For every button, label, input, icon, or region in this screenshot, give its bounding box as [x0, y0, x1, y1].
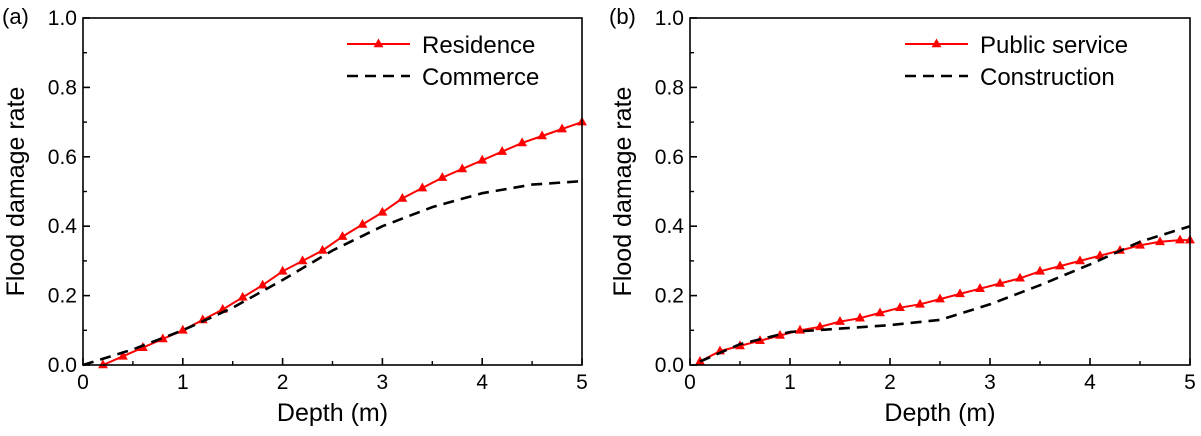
- y-tick-label: 0.6: [48, 146, 77, 169]
- data-point: [855, 312, 865, 322]
- y-tick-label: 0.2: [48, 285, 77, 308]
- series-line-residence: [102, 121, 583, 366]
- y-tick-label: 0.2: [655, 285, 684, 308]
- data-point: [297, 255, 308, 265]
- data-point: [815, 321, 825, 331]
- data-point: [557, 123, 567, 133]
- data-point: [377, 206, 388, 216]
- data-point: [1015, 272, 1025, 282]
- data-point: [337, 231, 348, 240]
- y-tick-label: 0.4: [655, 215, 685, 238]
- data-point: [955, 288, 965, 298]
- panel-label: (b): [609, 4, 636, 29]
- data-point: [317, 244, 328, 254]
- data-point: [875, 307, 885, 317]
- data-point: [795, 324, 805, 334]
- data-point: [357, 218, 368, 228]
- y-axis-title: Flood damage rate: [609, 87, 637, 297]
- data-point: [517, 137, 528, 147]
- data-point: [1135, 239, 1145, 249]
- data-point: [975, 283, 985, 292]
- x-tick-label: 5: [1184, 371, 1196, 394]
- y-tick-label: 0.0: [48, 354, 77, 377]
- data-point: [257, 279, 268, 289]
- data-point: [177, 324, 188, 334]
- x-tick-label: 0: [684, 371, 696, 394]
- x-tick-label: 4: [1084, 371, 1096, 394]
- data-point: [397, 192, 408, 202]
- legend-marker: [373, 38, 384, 48]
- data-point: [895, 302, 905, 312]
- data-point: [995, 277, 1005, 287]
- x-axis-title: Depth (m): [277, 399, 388, 427]
- chart-panel-2: 0 1 2 3 4 5 0.0 0.2 0.4 0.6 0.8 1.0 Depth (m) Flood d…: [609, 4, 1196, 427]
- plot-frame: [689, 17, 1191, 366]
- data-point: [457, 163, 468, 173]
- legend-label: Public service: [980, 32, 1128, 59]
- data-point: [935, 293, 945, 303]
- data-point: [1175, 234, 1185, 244]
- data-point: [417, 182, 428, 192]
- data-point: [117, 350, 128, 360]
- y-tick-label: 0.8: [655, 76, 684, 99]
- y-tick-label: 0.0: [655, 354, 684, 377]
- y-tick-label: 1.0: [655, 7, 684, 30]
- x-tick-label: 5: [576, 371, 588, 394]
- y-tick-label: 1.0: [48, 7, 77, 30]
- series-line-public-service: [699, 239, 1190, 363]
- panel-label: (a): [2, 4, 29, 29]
- y-tick-label: 0.6: [655, 146, 684, 169]
- chart-panel-1: 0 1 2 3 4 5 0.0 0.2 0.4 0.6 0.8 1.0 Depth (m) Flood d…: [2, 4, 588, 427]
- data-point: [915, 298, 925, 308]
- legend-marker: [931, 38, 942, 48]
- data-point: [437, 172, 448, 181]
- data-point: [477, 154, 488, 164]
- legend-label: Commerce: [422, 64, 539, 91]
- data-point: [1075, 255, 1085, 265]
- x-tick-label: 2: [277, 371, 289, 394]
- data-point: [835, 316, 845, 325]
- legend-label: Construction: [980, 64, 1115, 91]
- data-point: [1155, 236, 1165, 246]
- data-point: [1095, 250, 1105, 259]
- x-tick-label: 2: [884, 371, 896, 394]
- y-tick-label: 0.8: [48, 76, 77, 99]
- series-line-construction: [699, 224, 1191, 363]
- data-point: [98, 359, 108, 369]
- data-point: [537, 130, 548, 140]
- x-tick-label: 3: [984, 371, 996, 394]
- x-tick-label: 4: [476, 371, 488, 394]
- data-point: [497, 146, 508, 155]
- x-tick-label: 1: [177, 371, 189, 394]
- data-point: [237, 291, 248, 301]
- x-tick-label: 0: [77, 371, 89, 394]
- data-point: [1055, 260, 1065, 270]
- data-point: [1035, 265, 1045, 275]
- x-tick-label: 3: [377, 371, 389, 394]
- x-axis-title: Depth (m): [884, 399, 995, 427]
- x-tick-label: 1: [784, 371, 796, 394]
- y-axis-title: Flood damage rate: [2, 87, 30, 297]
- data-point: [775, 330, 785, 339]
- legend-label: Residence: [422, 32, 535, 59]
- series-line-commerce: [82, 179, 583, 367]
- y-tick-label: 0.4: [48, 215, 78, 238]
- data-point: [277, 265, 288, 275]
